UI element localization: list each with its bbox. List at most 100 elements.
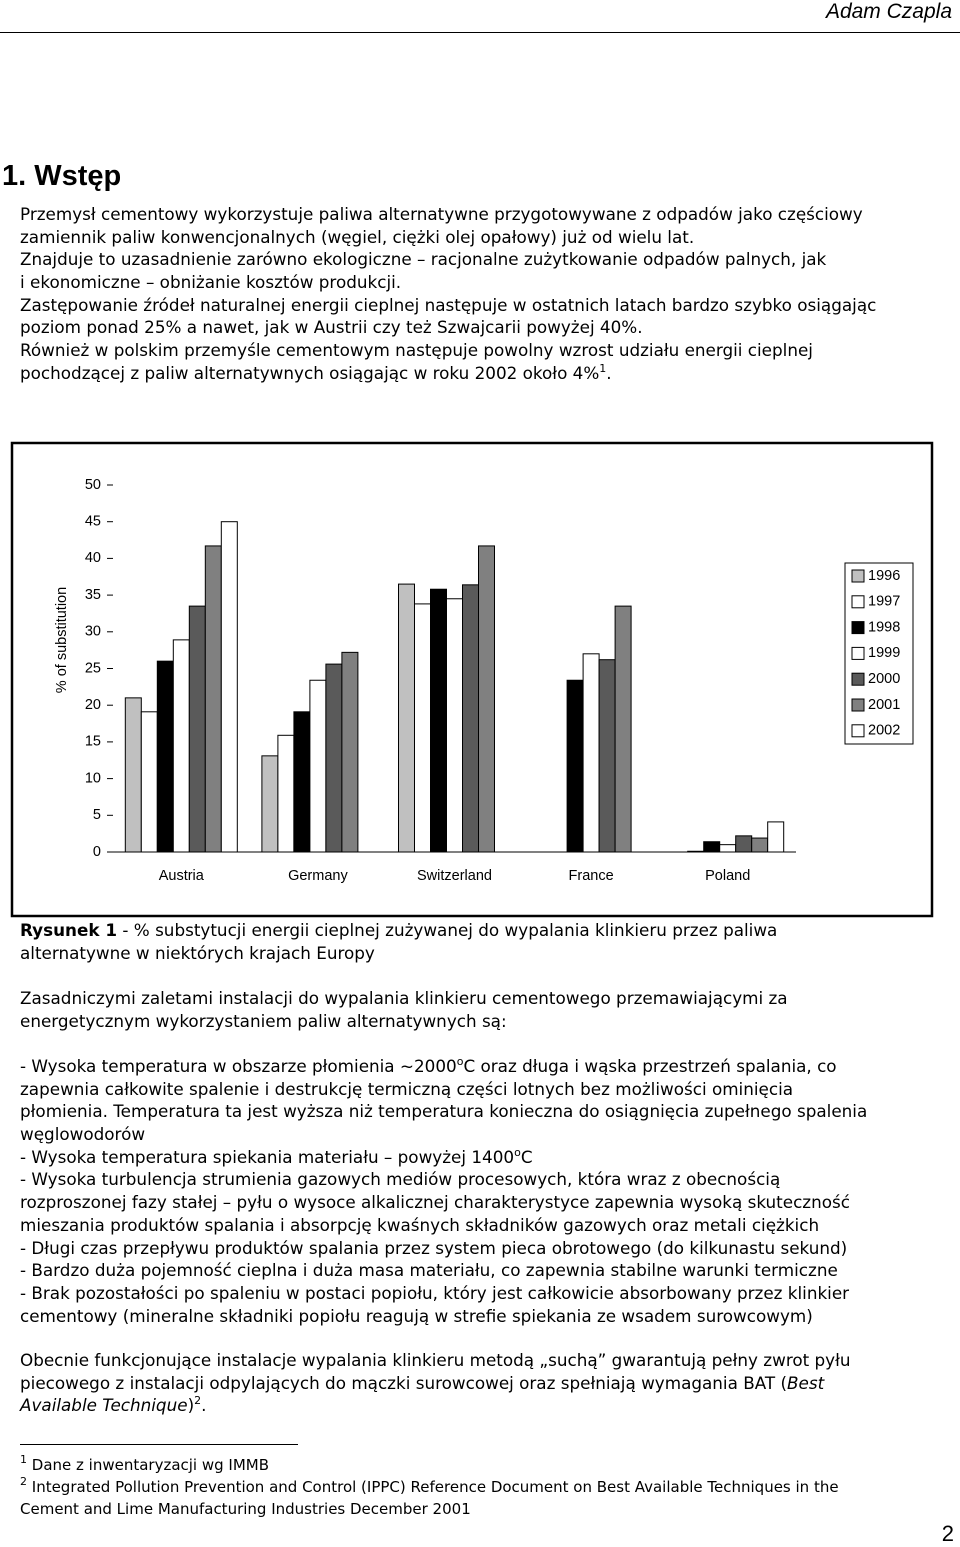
y-tick-label: 25 [85,660,101,676]
closing: Obecnie funkcjonujące instalacje wypalan… [20,1349,851,1417]
y-tick-label: 30 [85,624,101,640]
text-line: 2 Integrated Pollution Prevention and Co… [20,1476,839,1498]
chart-border [10,441,934,918]
y-tick-label: 20 [85,697,101,713]
text-line: - Wysoka turbulencja strumienia gazowych… [20,1169,781,1190]
y-tick-label: 35 [85,587,101,603]
x-tick-label: Austria [159,868,205,884]
legend-label: 2001 [868,697,900,713]
x-tick-label: France [569,868,614,884]
bar [309,679,327,853]
superscript: 2 [194,1394,202,1408]
text-line: zapewnia całkowite spalenie i destrukcję… [20,1078,794,1099]
bar [735,835,753,853]
legend-swatch [851,698,865,712]
text-line: - Długi czas przepływu produktów spalani… [20,1237,848,1258]
text-line: energetycznym wykorzystaniem paliw alter… [20,1010,507,1031]
bar [341,651,359,853]
intro: Przemysł cementowy wykorzystuje paliwa a… [20,203,876,385]
bar [582,653,600,853]
text-line: płomienia. Temperatura ta jest wyższa ni… [20,1101,868,1122]
section-title: 1. Wstęp [2,160,122,192]
text-line: Rysunek 1 - % substytucji energii ciepln… [20,919,777,942]
text-line: Znajduje to uzasadnienie zarówno ekologi… [20,249,827,270]
author: Adam Czapla [825,0,952,23]
text-line: - Bardzo duża pojemność cieplna i duża m… [20,1260,838,1281]
bar [598,659,616,853]
paragraph: Zasadniczymi zaletami instalacji do wypa… [20,987,788,1032]
text-line: pochodzącej z paliw alternatywnych osiąg… [20,362,876,385]
header-rule [0,32,960,33]
superscript: 2 [20,1475,27,1488]
text-line: piecowego z instalacji odpylających do m… [20,1372,851,1395]
legend-swatch [851,621,865,635]
y-tick-label: 10 [85,770,101,786]
text: C oraz długa i wąska przestrzeń spalania… [463,1056,837,1076]
text-line: - Wysoka temperatura spiekania materiału… [20,1146,867,1169]
legend-label: 2000 [868,671,900,687]
y-tick-label: 5 [93,807,101,823]
text: ) [187,1395,195,1416]
text-line: - Brak pozostałości po spaleniu w postac… [20,1282,850,1303]
bar [398,583,415,853]
bar [478,545,495,853]
italic-text: Available Technique [20,1395,188,1416]
page-number: 2 [941,1521,954,1546]
bar [204,545,222,853]
text-line: 1 Dane z inwentaryzacji wg IMMB [20,1454,839,1476]
text: . [606,362,612,383]
bar [566,679,584,853]
bar [767,821,785,853]
bar [261,755,279,853]
bar [325,663,343,853]
bar [220,521,238,853]
bullet-list: - Wysoka temperatura w obszarze płomieni… [20,1055,867,1327]
text-line: zamiennik paliw konwencjonalnych (węgiel… [20,226,695,247]
chart: % of substitution 0 5 10 15 20 25 30 35 40 45 50 Au… [10,441,934,918]
footnotes: 1 Dane z inwentaryzacji wg IMMB 2 Integra… [20,1454,839,1520]
bar [462,584,479,853]
y-tick-label: 0 [93,844,101,860]
bar [277,734,295,853]
text: - Wysoka temperatura w obszarze płomieni… [20,1056,457,1076]
legend-box [844,562,914,745]
text-line: Zastępowanie źródeł naturalnej energii c… [20,294,877,315]
bar [172,639,190,853]
bold-text: Rysunek 1 [20,920,118,940]
legend-label: 1997 [868,594,900,610]
legend-swatch [851,646,865,660]
caption: Rysunek 1 - % substytucji energii ciepln… [20,919,777,964]
text-line: mieszania produktów spalania i absorpcję… [20,1214,820,1235]
text: Integrated Pollution Prevention and Cont… [27,1478,839,1496]
bar [719,844,737,853]
text-line: Obecnie funkcjonujące instalacje wypalan… [20,1350,851,1370]
text-line: Przemysł cementowy wykorzystuje paliwa a… [20,204,863,224]
bar [430,588,447,853]
italic-text: Best [787,1372,825,1393]
bar [614,605,632,853]
text-line: Available Technique)2. [20,1394,851,1417]
legend-swatch [851,569,865,583]
superscript: 1 [599,361,607,375]
text-line: Zasadniczymi zaletami instalacji do wypa… [20,988,788,1008]
bar [188,605,206,853]
text-line: poziom ponad 25% a nawet, jak w Austrii … [20,317,643,338]
text: . [201,1395,207,1416]
text-line: Również w polskim przemyśle cementowym n… [20,340,813,361]
legend-swatch [851,595,865,609]
bar [156,660,174,853]
bar [687,850,705,853]
footnote-rule [20,1444,298,1445]
superscript: o [514,1145,521,1159]
bar [140,711,158,853]
text-line: - Wysoka temperatura w obszarze płomieni… [20,1055,867,1078]
bar [446,598,463,853]
text: Dane z inwentaryzacji wg IMMB [27,1456,270,1474]
legend-label: 1999 [868,645,900,661]
x-tick-label: Germany [288,868,348,884]
bar [414,603,431,853]
text: - % substytucji energii cieplnej zużywan… [117,920,778,940]
y-tick-label: 50 [85,477,101,493]
